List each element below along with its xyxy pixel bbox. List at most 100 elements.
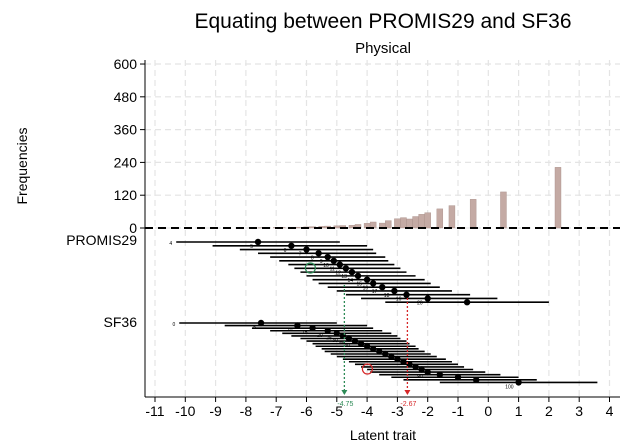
score-point [303,246,310,253]
score-point [288,242,295,249]
x-tick-label: -11 [145,403,164,419]
score-point [336,261,344,268]
score-label: 100 [505,384,514,390]
x-tick-label: -9 [209,403,222,419]
score-point [424,368,431,376]
histogram-bar [412,216,419,229]
x-tick-label: -5 [331,403,344,419]
score-point [463,299,471,306]
row-start-label: 0 [172,322,175,328]
equating-marker-label: -4.75 [337,401,353,408]
score-point [363,343,371,350]
histogram-bar [500,191,507,229]
score-point [342,265,350,272]
x-tick-label: 4 [606,403,614,419]
score-point [391,287,398,295]
x-tick-label: 0 [484,403,492,419]
y-tick-label: 240 [114,154,138,170]
y-tick-label: 360 [114,122,138,138]
score-point [369,345,377,353]
score-point [330,257,337,265]
score-point [379,283,386,291]
equating-marker-label: -2.67 [400,401,416,408]
score-point [309,324,316,332]
score-label: 20 [417,300,423,306]
x-tick-label: -2 [421,403,434,419]
score-point [472,376,480,384]
y-axis-label: Frequencies [14,127,30,204]
score-point [315,250,322,257]
score-label: 6 [284,248,287,254]
score-label: 15 [357,282,363,288]
score-point [403,291,410,298]
score-point [454,374,462,381]
x-tick-label: -1 [452,403,465,419]
y-tick-label: 0 [129,220,137,236]
x-tick-label: 1 [515,403,523,419]
histogram-bar [424,212,431,229]
x-tick-label: -4 [361,403,374,419]
score-point [333,330,340,337]
x-tick-label: -6 [300,403,313,419]
histogram-bar [469,199,477,229]
chart-subtitle: Physical [355,40,411,57]
score-label: 13 [341,274,347,280]
score-label: 16 [363,285,369,291]
x-tick-label: -8 [240,403,253,419]
histogram-bar [554,167,562,229]
score-point [345,335,353,342]
x-axis-label: Latent trait [350,427,416,443]
x-tick-label: -10 [175,403,195,419]
score-label: 7 [299,252,302,258]
histogram-bar [385,220,392,229]
score-label: 9 [320,259,323,265]
score-point [324,327,331,334]
equating-marker-arrow [341,390,348,395]
score-label: 12 [335,270,341,276]
equating-marker-arrow [404,390,411,395]
score-point [418,366,425,373]
histogram-bar [394,218,401,229]
y-tick-label: 480 [114,89,138,105]
score-point [394,355,401,363]
score-label: 5 [250,244,253,250]
score-point [436,371,444,378]
score-point [388,353,395,360]
x-tick-label: 2 [545,403,553,419]
chart-title: Equating between PROMIS29 and SF36 [194,10,571,33]
y-tick-label: 120 [114,187,138,203]
score-point [357,340,365,347]
score-point [324,253,331,261]
histogram-bar [418,214,425,229]
score-label: 8 [311,255,314,261]
score-point [515,379,522,386]
score-point [424,295,431,302]
score-point [351,337,359,345]
score-label: 10 [323,263,329,269]
score-point [400,358,407,365]
score-point [369,280,377,287]
histogram-bar [406,218,413,229]
score-point [382,350,389,358]
y-tick-label: 600 [114,56,138,72]
score-label: 18 [384,293,390,299]
x-tick-label: -3 [391,403,404,419]
highlight-ring [304,262,316,274]
score-label: 14 [347,278,353,284]
score-point [254,238,262,246]
score-point [348,268,356,276]
histogram-bar [400,217,407,229]
score-point [376,348,383,355]
score-label: 17 [372,289,378,295]
score-point [257,319,265,327]
histogram-bar [436,208,444,229]
x-tick-label: -7 [270,403,283,419]
score-point [363,276,371,283]
score-label: 19 [396,297,402,303]
highlight-ring [361,363,373,375]
score-point [294,322,301,329]
histogram-bar [448,205,456,229]
